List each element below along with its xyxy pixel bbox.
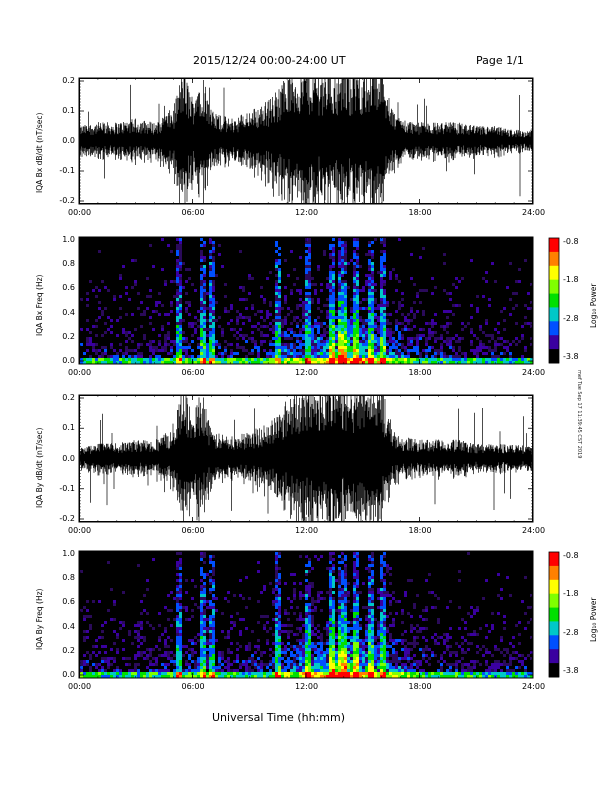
date-range-title: 2015/12/24 00:00-24:00 UT <box>193 54 346 67</box>
page-indicator: Page 1/1 <box>476 54 524 67</box>
ytick-label: 0.2 <box>62 645 75 655</box>
xtick-label: 24:00 <box>522 682 546 691</box>
xtick-label: 00:00 <box>68 682 92 691</box>
xtick-label: 06:00 <box>181 208 205 217</box>
ytick-label: 0.4 <box>62 621 75 631</box>
ytick-label: 0.2 <box>62 393 75 402</box>
colorbar-tick-label: -3.8 <box>563 666 579 675</box>
xtick-label: 24:00 <box>522 526 546 535</box>
ytick-label: 0.8 <box>62 573 75 583</box>
panel3-ylabel: IQA By dB/dt (nT/sec) <box>35 427 44 508</box>
colorbar-tick-label: -3.8 <box>563 352 579 361</box>
ytick-label: 1.0 <box>62 235 75 244</box>
colorbar-tick-label: -1.8 <box>563 589 579 599</box>
colorbar-tick-label: -0.8 <box>563 551 579 560</box>
colorbar-tick-label: -2.8 <box>563 313 579 323</box>
colorbar-frame <box>548 551 560 678</box>
colorbar-frame <box>548 237 560 364</box>
panel2-ylabel: IQA Bx Freq (Hz) <box>35 274 44 336</box>
ytick-label: 0.6 <box>62 283 75 293</box>
xtick-label: 00:00 <box>68 208 92 217</box>
ytick-label: 0.8 <box>62 259 75 269</box>
panel2-heat-cells <box>80 238 533 364</box>
ytick-label: 0.0 <box>62 670 75 679</box>
xtick-label: 12:00 <box>295 368 319 377</box>
xtick-label: 12:00 <box>295 208 319 217</box>
panel3-trace <box>78 396 534 521</box>
colorbar2 <box>549 552 559 678</box>
side-timestamp: mef Tue Sep 17 11:39:45 CST 2019 <box>576 370 582 459</box>
xtick-label: 06:00 <box>181 368 205 377</box>
xtick-label: 12:00 <box>295 682 319 691</box>
xtick-label: 00:00 <box>68 526 92 535</box>
xtick-label: 18:00 <box>408 208 432 217</box>
ytick-label: 0.2 <box>62 331 75 341</box>
ytick-label: 0.6 <box>62 597 75 607</box>
xtick-label: 06:00 <box>181 526 205 535</box>
ytick-label: 0.1 <box>62 423 75 433</box>
ytick-label: -0.2 <box>59 514 75 523</box>
ytick-label: 0.4 <box>62 307 75 317</box>
panel1-ylabel: IQA Bx dB/dt (nT/sec) <box>35 112 44 193</box>
colorbar-tick-label: -1.8 <box>563 275 579 285</box>
colorbar2-label: Log₁₀ Power <box>589 597 598 642</box>
ytick-label: -0.1 <box>59 483 75 493</box>
ytick-label: 0.0 <box>62 453 75 463</box>
panel4-heat-cells <box>80 552 533 678</box>
colorbar1-label: Log₁₀ Power <box>589 283 598 328</box>
xtick-label: 18:00 <box>408 682 432 691</box>
ytick-label: -0.1 <box>59 166 75 175</box>
ytick-label: 0.1 <box>62 106 75 115</box>
xtick-label: 00:00 <box>68 368 92 377</box>
ytick-label: 0.0 <box>62 136 75 145</box>
xtick-label: 12:00 <box>295 526 319 535</box>
colorbar-tick-label: -0.8 <box>563 237 579 246</box>
xaxis-title: Universal Time (hh:mm) <box>212 711 345 724</box>
xtick-label: 18:00 <box>408 526 432 535</box>
panel3-series <box>78 396 534 521</box>
xtick-label: 06:00 <box>181 682 205 691</box>
colorbar-tick-label: -2.8 <box>563 627 579 637</box>
colorbar1 <box>549 238 559 364</box>
ytick-label: 0.2 <box>62 76 75 85</box>
xtick-label: 18:00 <box>408 368 432 377</box>
panel4-ylabel: IQA By Freq (Hz) <box>35 588 44 650</box>
ytick-label: 1.0 <box>62 549 75 558</box>
panel1-series <box>78 79 534 203</box>
ytick-label: -0.2 <box>59 196 75 205</box>
panel1-trace <box>78 79 534 203</box>
xtick-label: 24:00 <box>522 368 546 377</box>
xtick-label: 24:00 <box>522 208 546 217</box>
ytick-label: 0.0 <box>62 356 75 365</box>
